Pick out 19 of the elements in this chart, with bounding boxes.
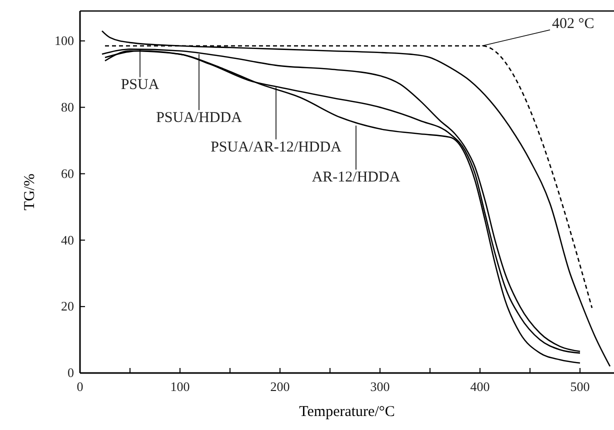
y-tick-label: 40 bbox=[61, 232, 74, 248]
annotation: PSUA/HDDA bbox=[156, 110, 242, 126]
x-axis-title: Temperature/°C bbox=[299, 404, 395, 420]
annotation: PSUA bbox=[120, 77, 160, 94]
annotation: AR-12/HDDA bbox=[312, 170, 400, 186]
y-tick-label: 20 bbox=[61, 298, 74, 314]
x-tick-label: 400 bbox=[470, 379, 490, 394]
annotation: 402 °C bbox=[552, 16, 594, 32]
annotation: PSUA/AR-12/HDDA bbox=[210, 139, 342, 156]
y-tick-label: 80 bbox=[61, 99, 74, 114]
x-tick-label: 100 bbox=[170, 379, 190, 394]
x-tick-label: 500 bbox=[570, 379, 590, 394]
x-tick-label: 200 bbox=[270, 379, 290, 394]
y-axis-title: TG/% bbox=[22, 174, 38, 210]
y-tick-label: 60 bbox=[61, 166, 74, 181]
x-tick-label: 300 bbox=[370, 379, 390, 394]
y-tick-label: 100 bbox=[54, 33, 74, 48]
x-tick-label: 0 bbox=[76, 379, 84, 394]
y-tick-label: 0 bbox=[68, 365, 74, 380]
